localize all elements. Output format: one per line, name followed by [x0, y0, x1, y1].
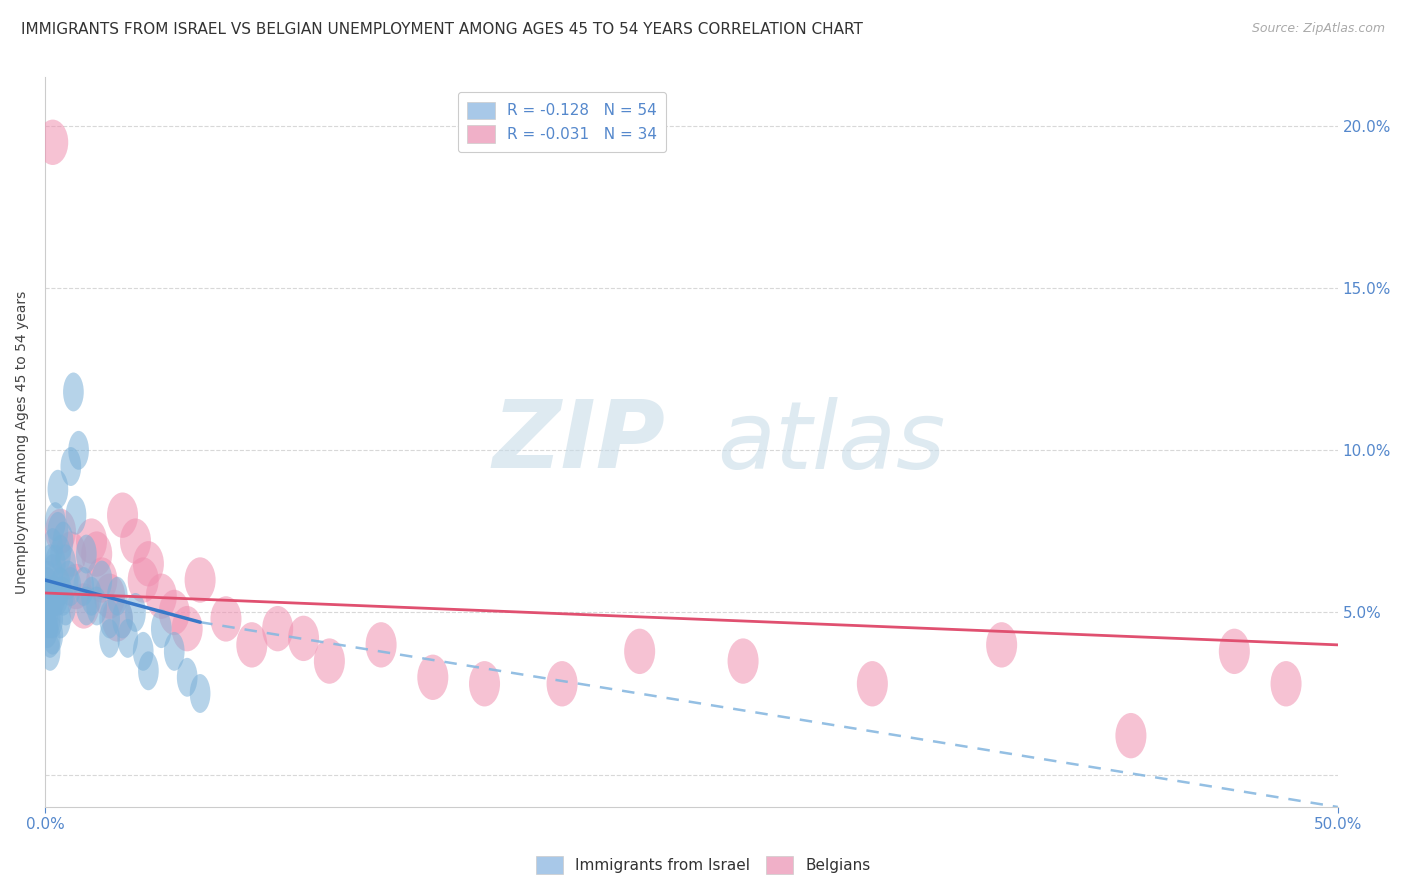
Ellipse shape	[60, 567, 82, 606]
Ellipse shape	[986, 622, 1017, 667]
Ellipse shape	[66, 496, 86, 534]
Ellipse shape	[172, 606, 202, 651]
Ellipse shape	[48, 577, 69, 615]
Ellipse shape	[45, 502, 66, 541]
Legend: Immigrants from Israel, Belgians: Immigrants from Israel, Belgians	[530, 850, 876, 880]
Ellipse shape	[262, 606, 294, 651]
Ellipse shape	[39, 619, 60, 657]
Ellipse shape	[100, 619, 120, 657]
Ellipse shape	[63, 373, 84, 411]
Ellipse shape	[51, 534, 70, 574]
Y-axis label: Unemployment Among Ages 45 to 54 years: Unemployment Among Ages 45 to 54 years	[15, 291, 30, 594]
Ellipse shape	[117, 619, 138, 657]
Legend: R = -0.128   N = 54, R = -0.031   N = 34: R = -0.128 N = 54, R = -0.031 N = 34	[458, 93, 666, 153]
Ellipse shape	[48, 512, 69, 551]
Ellipse shape	[94, 574, 125, 619]
Ellipse shape	[146, 574, 177, 619]
Ellipse shape	[37, 560, 58, 599]
Ellipse shape	[42, 599, 63, 639]
Ellipse shape	[37, 609, 58, 648]
Ellipse shape	[39, 577, 60, 615]
Ellipse shape	[624, 629, 655, 674]
Ellipse shape	[53, 522, 73, 560]
Ellipse shape	[55, 544, 76, 583]
Text: atlas: atlas	[717, 397, 945, 488]
Ellipse shape	[1219, 629, 1250, 674]
Ellipse shape	[107, 577, 128, 615]
Ellipse shape	[69, 583, 100, 629]
Ellipse shape	[366, 622, 396, 667]
Ellipse shape	[39, 544, 60, 583]
Ellipse shape	[128, 558, 159, 603]
Ellipse shape	[1271, 661, 1302, 706]
Ellipse shape	[42, 615, 63, 655]
Ellipse shape	[314, 639, 344, 684]
Ellipse shape	[177, 657, 197, 697]
Ellipse shape	[51, 567, 70, 606]
Ellipse shape	[73, 567, 94, 606]
Text: IMMIGRANTS FROM ISRAEL VS BELGIAN UNEMPLOYMENT AMONG AGES 45 TO 54 YEARS CORRELA: IMMIGRANTS FROM ISRAEL VS BELGIAN UNEMPL…	[21, 22, 863, 37]
Ellipse shape	[134, 632, 153, 671]
Ellipse shape	[184, 558, 215, 603]
Ellipse shape	[159, 590, 190, 635]
Ellipse shape	[58, 560, 79, 599]
Ellipse shape	[76, 534, 97, 574]
Ellipse shape	[39, 599, 60, 639]
Ellipse shape	[120, 518, 150, 564]
Ellipse shape	[288, 615, 319, 661]
Ellipse shape	[107, 492, 138, 538]
Ellipse shape	[856, 661, 887, 706]
Ellipse shape	[125, 593, 146, 632]
Ellipse shape	[82, 577, 101, 615]
Ellipse shape	[48, 470, 69, 508]
Ellipse shape	[45, 508, 76, 554]
Ellipse shape	[55, 532, 86, 577]
Ellipse shape	[547, 661, 578, 706]
Ellipse shape	[69, 431, 89, 470]
Ellipse shape	[1115, 713, 1146, 758]
Ellipse shape	[60, 564, 91, 609]
Ellipse shape	[138, 651, 159, 690]
Ellipse shape	[35, 577, 55, 615]
Ellipse shape	[37, 587, 58, 625]
Ellipse shape	[37, 599, 58, 639]
Ellipse shape	[100, 599, 120, 639]
Ellipse shape	[211, 596, 242, 641]
Text: ZIP: ZIP	[492, 396, 665, 488]
Ellipse shape	[76, 518, 107, 564]
Text: Source: ZipAtlas.com: Source: ZipAtlas.com	[1251, 22, 1385, 36]
Ellipse shape	[53, 577, 73, 615]
Ellipse shape	[37, 567, 58, 606]
Ellipse shape	[150, 609, 172, 648]
Ellipse shape	[42, 577, 63, 615]
Ellipse shape	[418, 655, 449, 700]
Ellipse shape	[42, 554, 63, 593]
Ellipse shape	[86, 558, 117, 603]
Ellipse shape	[236, 622, 267, 667]
Ellipse shape	[727, 639, 759, 684]
Ellipse shape	[60, 447, 82, 486]
Ellipse shape	[35, 593, 55, 632]
Ellipse shape	[51, 599, 70, 639]
Ellipse shape	[37, 120, 69, 165]
Ellipse shape	[76, 587, 97, 625]
Ellipse shape	[165, 632, 184, 671]
Ellipse shape	[39, 632, 60, 671]
Ellipse shape	[101, 596, 134, 641]
Ellipse shape	[82, 532, 112, 577]
Ellipse shape	[55, 587, 76, 625]
Ellipse shape	[42, 528, 63, 567]
Ellipse shape	[86, 587, 107, 625]
Ellipse shape	[91, 560, 112, 599]
Ellipse shape	[134, 541, 165, 587]
Ellipse shape	[45, 544, 66, 583]
Ellipse shape	[470, 661, 501, 706]
Ellipse shape	[112, 599, 134, 639]
Ellipse shape	[45, 577, 66, 615]
Ellipse shape	[190, 674, 211, 713]
